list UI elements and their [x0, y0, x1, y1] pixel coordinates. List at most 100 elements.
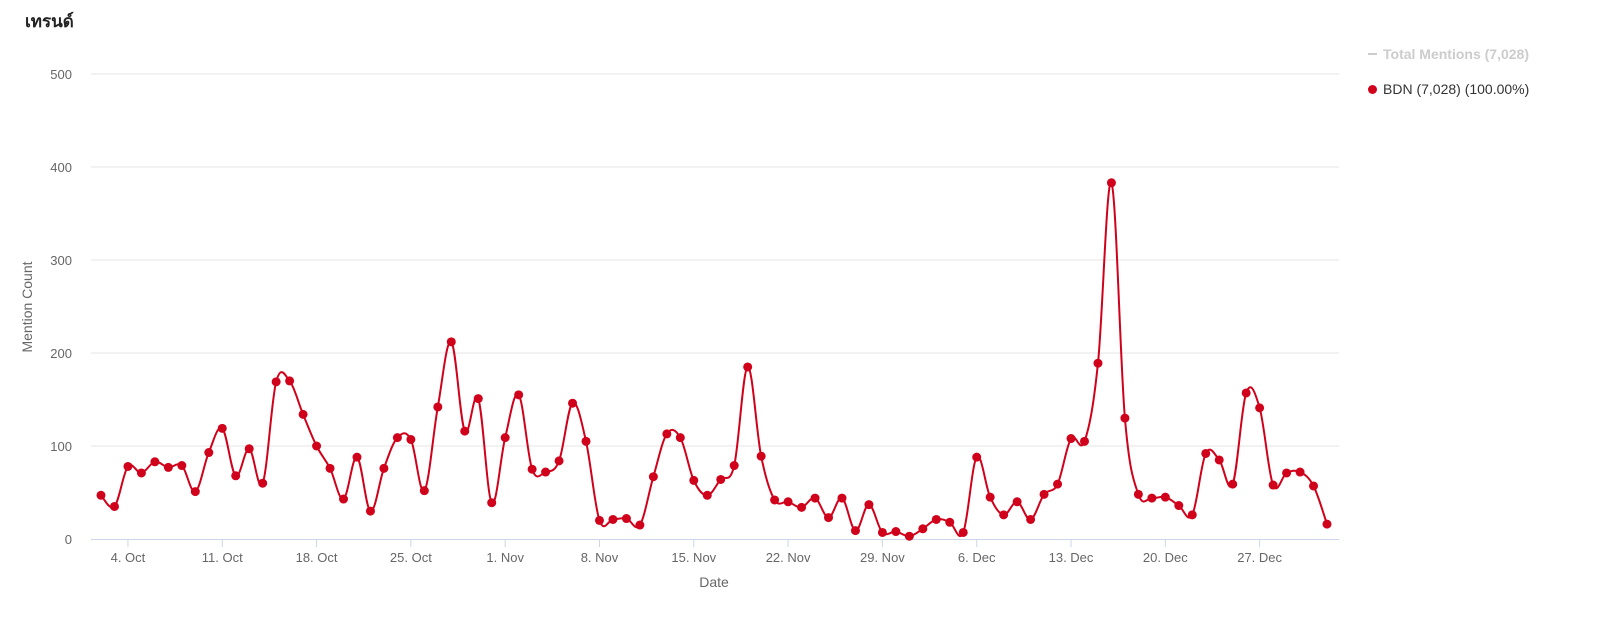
data-point[interactable] — [972, 452, 982, 462]
data-point[interactable] — [918, 524, 928, 534]
data-point[interactable] — [635, 520, 645, 530]
data-point[interactable] — [985, 492, 995, 502]
data-point[interactable] — [217, 423, 227, 433]
data-point[interactable] — [177, 461, 187, 471]
page-title: เทรนด์ — [25, 12, 74, 32]
data-point[interactable] — [163, 462, 173, 472]
data-point[interactable] — [1309, 481, 1319, 491]
data-point[interactable] — [783, 497, 793, 507]
data-point[interactable] — [891, 527, 901, 537]
data-point[interactable] — [406, 434, 416, 444]
data-point[interactable] — [446, 337, 456, 347]
data-point[interactable] — [904, 531, 914, 541]
data-point[interactable] — [500, 433, 510, 443]
data-point[interactable] — [325, 463, 335, 473]
data-point[interactable] — [392, 433, 402, 443]
data-point[interactable] — [999, 510, 1009, 520]
legend-label-total-mentions: Total Mentions (7,028) — [1383, 46, 1529, 62]
data-point[interactable] — [1026, 514, 1036, 524]
data-point[interactable] — [1201, 448, 1211, 458]
data-point[interactable] — [1106, 178, 1116, 188]
data-point[interactable] — [877, 527, 887, 537]
data-point[interactable] — [1295, 467, 1305, 477]
data-point[interactable] — [1079, 436, 1089, 446]
data-point[interactable] — [608, 514, 618, 524]
data-point[interactable] — [554, 456, 564, 466]
data-point[interactable] — [527, 464, 537, 474]
data-point[interactable] — [204, 448, 214, 458]
data-point[interactable] — [864, 500, 874, 510]
data-point[interactable] — [1255, 403, 1265, 413]
x-tick-label: 20. Dec — [1143, 550, 1188, 565]
data-point[interactable] — [419, 486, 429, 496]
data-point[interactable] — [136, 468, 146, 478]
data-point[interactable] — [1268, 480, 1278, 490]
data-point[interactable] — [1228, 479, 1238, 489]
data-point[interactable] — [339, 494, 349, 504]
data-point[interactable] — [648, 472, 658, 482]
data-point[interactable] — [514, 390, 524, 400]
data-point[interactable] — [190, 487, 200, 497]
data-point[interactable] — [958, 527, 968, 537]
data-point[interactable] — [109, 501, 119, 511]
data-point[interactable] — [824, 513, 834, 523]
data-point[interactable] — [810, 493, 820, 503]
legend-item-total-mentions[interactable]: Total Mentions (7,028) — [1368, 44, 1529, 64]
data-point[interactable] — [850, 526, 860, 536]
data-point[interactable] — [96, 490, 106, 500]
data-point[interactable] — [756, 451, 766, 461]
data-point[interactable] — [716, 474, 726, 484]
data-point[interactable] — [1322, 519, 1332, 529]
data-point[interactable] — [1093, 358, 1103, 368]
data-point[interactable] — [1133, 489, 1143, 499]
data-point[interactable] — [931, 514, 941, 524]
data-point[interactable] — [1187, 510, 1197, 520]
data-point[interactable] — [797, 502, 807, 512]
data-point[interactable] — [743, 362, 753, 372]
legend-item-bdn[interactable]: BDN (7,028) (100.00%) — [1368, 79, 1529, 99]
data-point[interactable] — [244, 444, 254, 454]
data-point[interactable] — [662, 429, 672, 439]
data-point[interactable] — [568, 398, 578, 408]
data-point[interactable] — [1066, 434, 1076, 444]
data-point[interactable] — [581, 436, 591, 446]
data-point[interactable] — [1160, 492, 1170, 502]
data-point[interactable] — [1053, 479, 1063, 489]
data-point[interactable] — [487, 498, 497, 508]
x-tick-label: 18. Oct — [296, 550, 338, 565]
data-point[interactable] — [298, 409, 308, 419]
data-point[interactable] — [1214, 455, 1224, 465]
data-point[interactable] — [729, 461, 739, 471]
data-point[interactable] — [460, 426, 470, 436]
data-point[interactable] — [541, 467, 551, 477]
data-point[interactable] — [1147, 493, 1157, 503]
data-point[interactable] — [770, 495, 780, 505]
data-point[interactable] — [271, 377, 281, 387]
data-point[interactable] — [837, 493, 847, 503]
data-point[interactable] — [945, 517, 955, 527]
data-point[interactable] — [379, 463, 389, 473]
data-point[interactable] — [365, 506, 375, 516]
x-tick-label: 11. Oct — [202, 550, 243, 565]
data-point[interactable] — [675, 433, 685, 443]
data-point[interactable] — [433, 402, 443, 412]
data-point[interactable] — [702, 490, 712, 500]
data-point[interactable] — [231, 471, 241, 481]
data-point[interactable] — [473, 394, 483, 404]
data-point[interactable] — [1174, 501, 1184, 511]
data-point[interactable] — [1120, 413, 1130, 423]
data-point[interactable] — [689, 475, 699, 485]
y-tick-label: 300 — [50, 253, 72, 268]
data-point[interactable] — [285, 376, 295, 386]
data-point[interactable] — [258, 478, 268, 488]
data-point[interactable] — [1039, 489, 1049, 499]
data-point[interactable] — [594, 515, 604, 525]
data-point[interactable] — [123, 461, 133, 471]
data-point[interactable] — [1012, 497, 1022, 507]
data-point[interactable] — [1282, 468, 1292, 478]
data-point[interactable] — [352, 452, 362, 462]
data-point[interactable] — [150, 457, 160, 467]
data-point[interactable] — [621, 514, 631, 524]
data-point[interactable] — [1241, 388, 1251, 398]
data-point[interactable] — [312, 441, 322, 451]
